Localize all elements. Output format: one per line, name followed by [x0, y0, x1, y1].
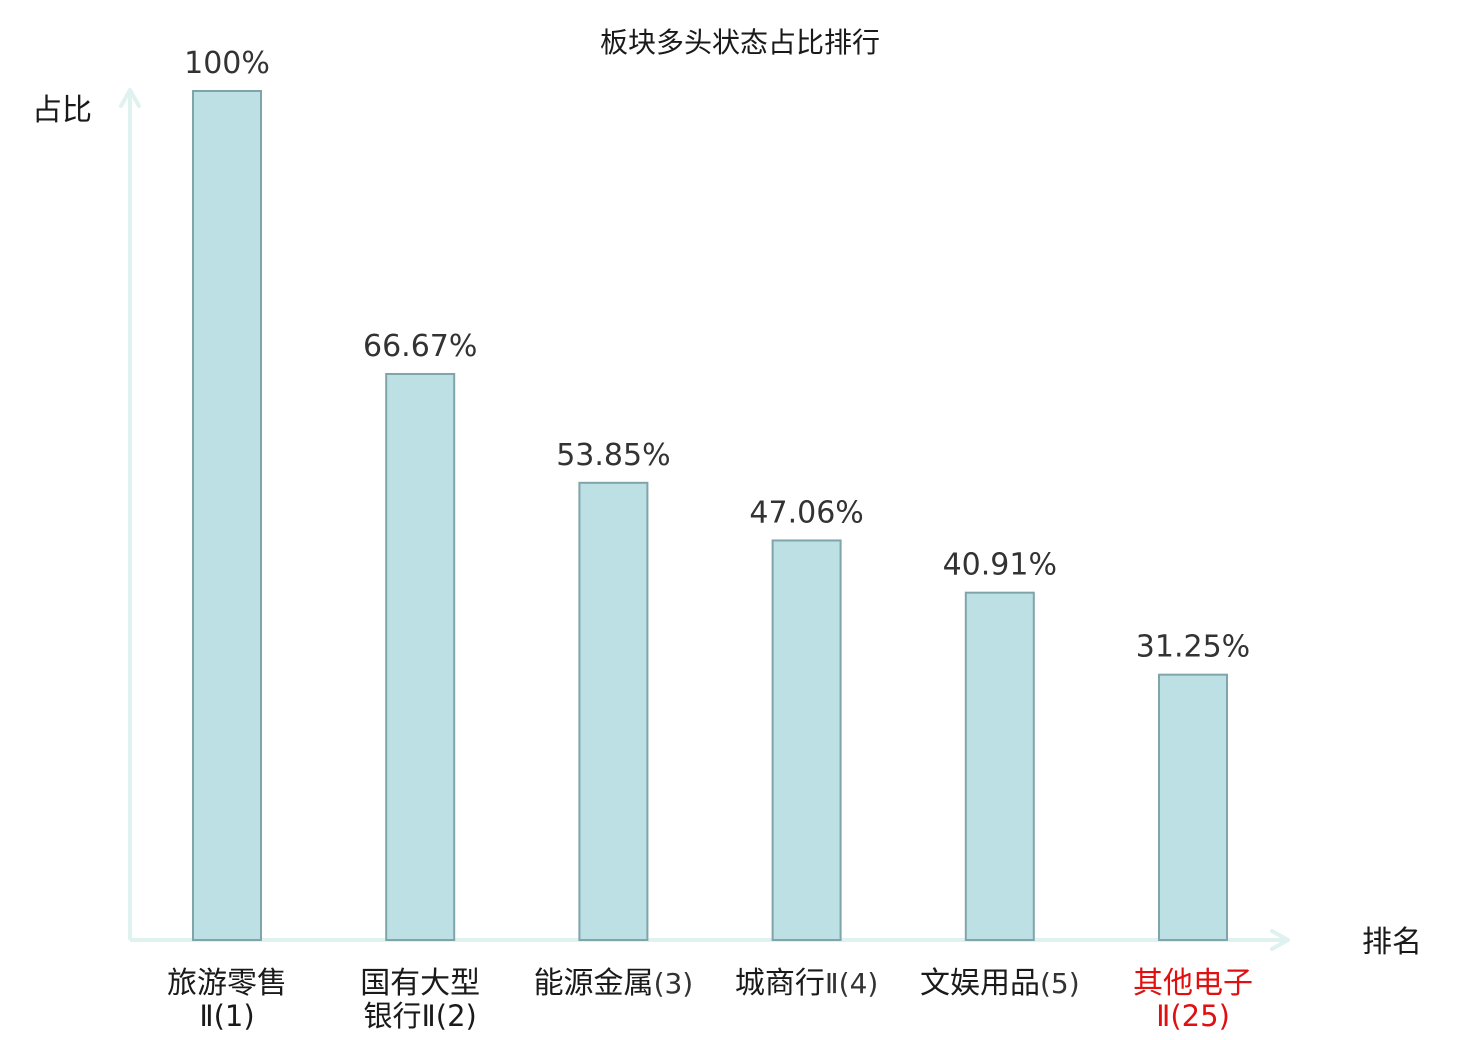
bar-4	[771, 539, 842, 941]
x-axis-label: 排名	[1362, 925, 1422, 960]
category-name-3: 能源金属	[534, 966, 654, 1001]
category-rank-4: Ⅱ(4)	[825, 967, 878, 1000]
category-label-4: 城商行Ⅱ(4)	[735, 966, 878, 1001]
category-rank-5: (5)	[1040, 967, 1080, 1000]
category-rank-3: (3)	[654, 967, 694, 1000]
value-label-3: 53.85%	[556, 438, 670, 473]
y-axis-arrow	[119, 88, 141, 108]
bar-5	[964, 591, 1035, 941]
chart-title: 板块多头状态占比排行	[600, 26, 880, 59]
y-axis-label: 占比	[32, 93, 92, 128]
bar-3	[578, 481, 649, 941]
bar-2	[385, 372, 456, 942]
bar-6	[1158, 673, 1228, 941]
bar-1	[192, 90, 262, 941]
value-label-6: 31.25%	[1136, 630, 1250, 665]
value-label-2: 66.67%	[363, 329, 477, 364]
category-rank-1: Ⅱ(1)	[199, 999, 254, 1033]
category-name-5: 文娱用品	[920, 966, 1040, 1001]
axes	[119, 88, 1290, 951]
category-name-1: 旅游零售	[167, 966, 287, 1001]
category-label-3: 能源金属(3)	[534, 966, 694, 1001]
category-name-4: 城商行	[735, 966, 825, 1001]
category-label-5: 文娱用品(5)	[920, 966, 1080, 1001]
category-rank-2: 银行Ⅱ(2)	[364, 999, 477, 1033]
value-labels-group: 100% 66.67% 53.85% 47.06% 40.91% 31.25%	[184, 46, 1250, 665]
value-label-4: 47.06%	[749, 495, 863, 530]
x-axis-arrow	[1270, 929, 1290, 951]
category-name-2: 国有大型	[360, 966, 480, 1001]
bars-group	[192, 90, 1228, 942]
category-rank-6: Ⅱ(25)	[1156, 999, 1230, 1033]
value-label-5: 40.91%	[943, 548, 1057, 583]
category-name-6: 其他电子	[1133, 966, 1253, 1001]
value-label-1: 100%	[184, 46, 270, 81]
